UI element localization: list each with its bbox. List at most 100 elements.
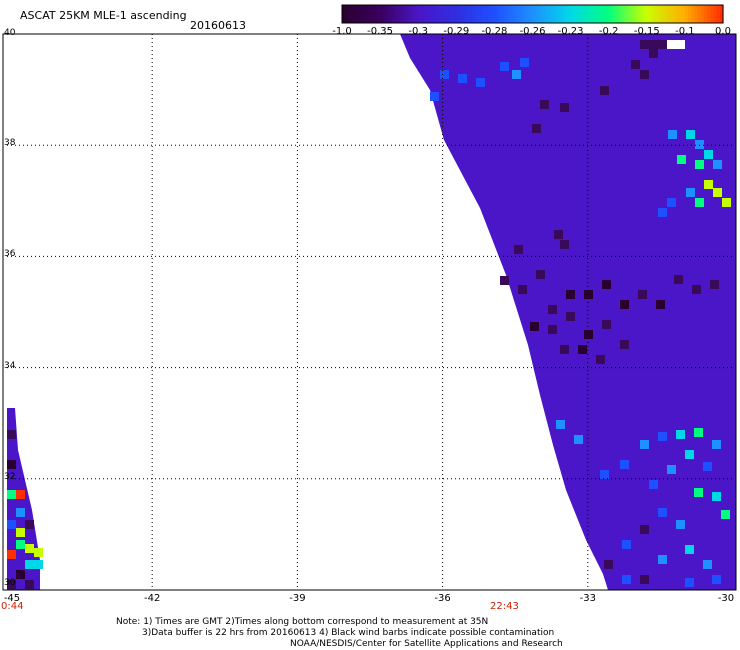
colorbar-segment bbox=[380, 5, 384, 23]
colorbar-segment bbox=[691, 5, 696, 23]
data-cell bbox=[721, 510, 730, 519]
data-cell bbox=[712, 492, 721, 501]
data-cell bbox=[7, 520, 16, 529]
colorbar-segment bbox=[453, 5, 457, 23]
longitude-tick-label: -33 bbox=[579, 593, 596, 604]
colorbar-segment bbox=[719, 5, 724, 23]
data-cell bbox=[16, 540, 25, 549]
data-cell bbox=[7, 490, 16, 499]
data-cell bbox=[695, 198, 704, 207]
colorbar-segment bbox=[570, 5, 575, 23]
data-cell bbox=[658, 555, 667, 564]
data-cell bbox=[640, 525, 649, 534]
data-cell bbox=[556, 420, 565, 429]
colorbar-segment bbox=[481, 5, 486, 23]
data-cell bbox=[686, 188, 695, 197]
colorbar-tick-label: 0.0 bbox=[715, 26, 731, 37]
data-cell bbox=[649, 480, 658, 489]
data-cell bbox=[7, 550, 16, 559]
colorbar-segment bbox=[589, 5, 594, 23]
colorbar-segment bbox=[592, 5, 597, 23]
data-cell bbox=[676, 40, 685, 49]
data-cell bbox=[25, 520, 34, 529]
colorbar-segment bbox=[475, 5, 480, 23]
colorbar-segment bbox=[627, 5, 632, 23]
data-cell bbox=[658, 208, 667, 217]
colorbar-segment bbox=[503, 5, 508, 23]
data-cell bbox=[7, 460, 16, 469]
colorbar-segment bbox=[669, 5, 673, 23]
colorbar-segment bbox=[516, 5, 521, 23]
colorbar-segment bbox=[440, 5, 445, 23]
data-cell bbox=[530, 322, 539, 331]
data-cell bbox=[713, 188, 722, 197]
data-cell bbox=[430, 92, 439, 101]
data-cell bbox=[695, 140, 704, 149]
data-cell bbox=[25, 560, 34, 569]
colorbar-segment bbox=[500, 5, 505, 23]
data-cell bbox=[620, 340, 629, 349]
data-cell bbox=[514, 245, 523, 254]
colorbar-segment bbox=[342, 5, 346, 23]
colorbar bbox=[341, 4, 724, 24]
colorbar-tick-label: -0.29 bbox=[443, 26, 470, 37]
colorbar-segment bbox=[421, 5, 426, 23]
data-cell bbox=[554, 230, 563, 239]
colorbar-segment bbox=[640, 5, 645, 23]
colorbar-tick-label: -0.15 bbox=[633, 26, 660, 37]
longitude-tick-label: -45 bbox=[3, 593, 21, 604]
colorbar-segment bbox=[529, 5, 534, 23]
colorbar-segment bbox=[653, 5, 657, 23]
colorbar-segment bbox=[348, 5, 353, 23]
data-cell bbox=[7, 430, 16, 439]
data-cell bbox=[638, 290, 647, 299]
colorbar-segment bbox=[611, 5, 616, 23]
colorbar-segment bbox=[494, 5, 499, 23]
time-label-right: 22:43 bbox=[490, 601, 519, 612]
latitude-tick-label: 38 bbox=[4, 138, 16, 149]
colorbar-segment bbox=[370, 5, 375, 23]
colorbar-segment bbox=[713, 5, 718, 23]
colorbar-segment bbox=[367, 5, 372, 23]
data-cell bbox=[713, 160, 722, 169]
colorbar-tick-label: -0.3 bbox=[408, 26, 428, 37]
colorbar-segment bbox=[684, 5, 689, 23]
colorbar-segment bbox=[618, 5, 622, 23]
colorbar-segment bbox=[599, 5, 603, 23]
data-cell bbox=[584, 290, 593, 299]
colorbar-segment bbox=[519, 5, 524, 23]
data-cell bbox=[566, 312, 575, 321]
colorbar-segment bbox=[665, 5, 670, 23]
colorbar-segment bbox=[561, 5, 565, 23]
data-cell bbox=[640, 440, 649, 449]
colorbar-segment bbox=[646, 5, 651, 23]
colorbar-segment bbox=[576, 5, 581, 23]
time-label-left: 0:44 bbox=[1, 601, 24, 612]
data-cell bbox=[695, 160, 704, 169]
colorbar-segment bbox=[449, 5, 454, 23]
colorbar-segment bbox=[430, 5, 435, 23]
colorbar-segment bbox=[700, 5, 705, 23]
data-cell bbox=[710, 280, 719, 289]
data-cell bbox=[500, 62, 509, 71]
data-cell bbox=[604, 560, 613, 569]
data-cell bbox=[640, 575, 649, 584]
colorbar-segment bbox=[361, 5, 365, 23]
data-cell bbox=[16, 490, 25, 499]
data-cell bbox=[536, 270, 545, 279]
data-cell bbox=[512, 70, 521, 79]
plot-frame bbox=[2, 33, 737, 591]
colorbar-segment bbox=[672, 5, 676, 23]
colorbar-segment bbox=[418, 5, 422, 23]
data-cell bbox=[602, 320, 611, 329]
colorbar-segment bbox=[472, 5, 476, 23]
colorbar-segment bbox=[681, 5, 686, 23]
swath bbox=[7, 34, 736, 590]
data-cell bbox=[548, 305, 557, 314]
data-cell bbox=[578, 345, 587, 354]
data-cell bbox=[622, 540, 631, 549]
colorbar-segment bbox=[465, 5, 470, 23]
data-cell bbox=[16, 570, 25, 579]
colorbar-tick-label: -1.0 bbox=[332, 26, 352, 37]
